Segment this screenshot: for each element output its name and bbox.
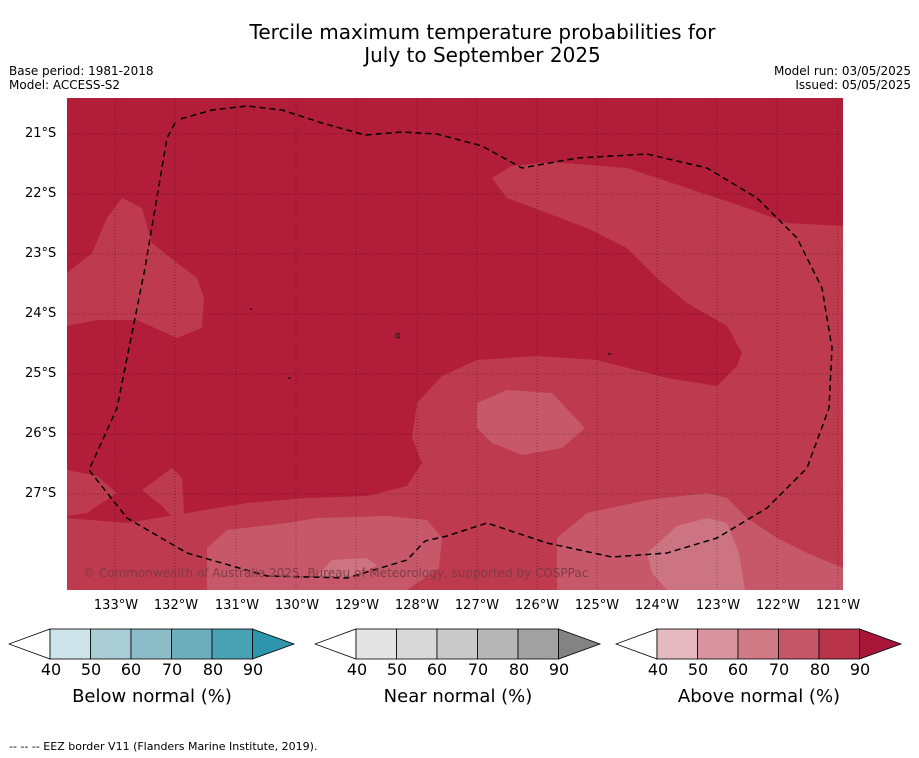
lon-label-133w: 133°W	[93, 598, 139, 613]
lon-label-129w: 129°W	[334, 598, 380, 613]
region-above-60-70-center	[477, 390, 585, 455]
colorbar-extend-high	[252, 628, 296, 660]
lat-label-24s: 24°S	[25, 306, 57, 321]
colorbar-extend-high	[558, 628, 602, 660]
colorbar-segment	[517, 628, 559, 660]
lat-label-22s: 22°S	[25, 186, 57, 201]
colorbar-extend-low	[8, 628, 51, 660]
colorbar-segment	[778, 628, 820, 660]
region-above-70-80-southwest	[67, 470, 117, 516]
above-tick-90: 90	[849, 660, 871, 679]
map-canvas: © Commonwealth of Australia 2025, Bureau…	[67, 98, 843, 590]
lon-label-121w: 121°W	[815, 598, 861, 613]
model-name: Model: ACCESS-S2	[9, 78, 121, 92]
island	[395, 332, 400, 339]
probability-map: © Commonwealth of Australia 2025, Bureau…	[67, 98, 843, 590]
copyright-notice: © Commonwealth of Australia 2025, Bureau…	[83, 566, 588, 580]
colorbar-extend-low	[314, 628, 357, 660]
colorbar-segment	[436, 628, 478, 660]
lon-label-122w: 122°W	[755, 598, 801, 613]
above-tick-60: 60	[727, 660, 749, 679]
lon-label-123w: 123°W	[695, 598, 741, 613]
colorbar-segment	[90, 628, 132, 660]
base-period: Base period: 1981-2018	[9, 64, 154, 78]
below-tick-60: 60	[120, 660, 142, 679]
colorbar-near-normal	[314, 628, 602, 660]
region-above-70-80-west	[67, 198, 204, 338]
lon-label-125w: 125°W	[574, 598, 620, 613]
near-tick-60: 60	[426, 660, 448, 679]
below-tick-70: 70	[161, 660, 183, 679]
above-normal-label: Above normal (%)	[677, 686, 841, 707]
lat-label-26s: 26°S	[25, 426, 57, 441]
region-above-50-60-southeast	[647, 518, 745, 590]
eez-border	[88, 105, 833, 579]
lon-label-126w: 126°W	[514, 598, 560, 613]
near-tick-50: 50	[386, 660, 408, 679]
lon-label-124w: 124°W	[634, 598, 680, 613]
above-tick-50: 50	[687, 660, 709, 679]
colorbar-segment	[130, 628, 172, 660]
chart-title-line1: Tercile maximum temperature probabilitie…	[249, 20, 716, 44]
lon-label-131w: 131°W	[214, 598, 260, 613]
lat-label-25s: 25°S	[25, 366, 57, 381]
colorbar-below-normal	[8, 628, 296, 660]
region-above-70-80-northeast	[67, 162, 843, 590]
colorbar-extend-high	[859, 628, 903, 660]
below-tick-80: 80	[202, 660, 224, 679]
below-normal-label: Below normal (%)	[72, 686, 232, 707]
below-tick-50: 50	[80, 660, 102, 679]
colorbar-segment	[818, 628, 860, 660]
lon-label-132w: 132°W	[153, 598, 199, 613]
below-tick-40: 40	[40, 660, 62, 679]
lat-label-27s: 27°S	[25, 486, 57, 501]
colorbar-segment	[49, 628, 91, 660]
lat-label-23s: 23°S	[25, 246, 57, 261]
eez-border-legend: -- -- -- EEZ border V11 (Flanders Marine…	[9, 740, 318, 753]
chart-title-line2: July to September 2025	[364, 43, 601, 67]
colorbar-extend-low	[615, 628, 658, 660]
below-tick-90: 90	[242, 660, 264, 679]
near-tick-40: 40	[346, 660, 368, 679]
lon-label-128w: 128°W	[394, 598, 440, 613]
colorbar-segment	[656, 628, 698, 660]
above-tick-70: 70	[768, 660, 790, 679]
colorbar-segment	[171, 628, 213, 660]
meta-right: Model run: 03/05/2025 Issued: 05/05/2025	[774, 64, 911, 92]
lon-label-127w: 127°W	[454, 598, 500, 613]
model-run: Model run: 03/05/2025	[773, 64, 911, 78]
near-normal-label: Near normal (%)	[383, 686, 533, 707]
colorbar-above-normal	[615, 628, 903, 660]
graticule	[67, 98, 843, 590]
region-above-60-70-south	[207, 516, 442, 590]
colorbar-segment	[737, 628, 779, 660]
above-tick-80: 80	[809, 660, 831, 679]
near-tick-90: 90	[548, 660, 570, 679]
meta-left: Base period: 1981-2018 Model: ACCESS-S2	[9, 64, 154, 92]
region-above-50-60-south	[317, 558, 377, 578]
above-tick-40: 40	[647, 660, 669, 679]
colorbar-segment	[697, 628, 739, 660]
issued-date: Issued: 05/05/2025	[795, 78, 911, 92]
colorbar-segment	[477, 628, 519, 660]
region-above-70-80-small	[142, 468, 184, 523]
colorbar-segment	[396, 628, 438, 660]
near-tick-70: 70	[467, 660, 489, 679]
colorbar-segment	[211, 628, 253, 660]
colorbar-segment	[355, 628, 397, 660]
lat-label-21s: 21°S	[25, 126, 57, 141]
lon-label-130w: 130°W	[274, 598, 320, 613]
near-tick-80: 80	[508, 660, 530, 679]
